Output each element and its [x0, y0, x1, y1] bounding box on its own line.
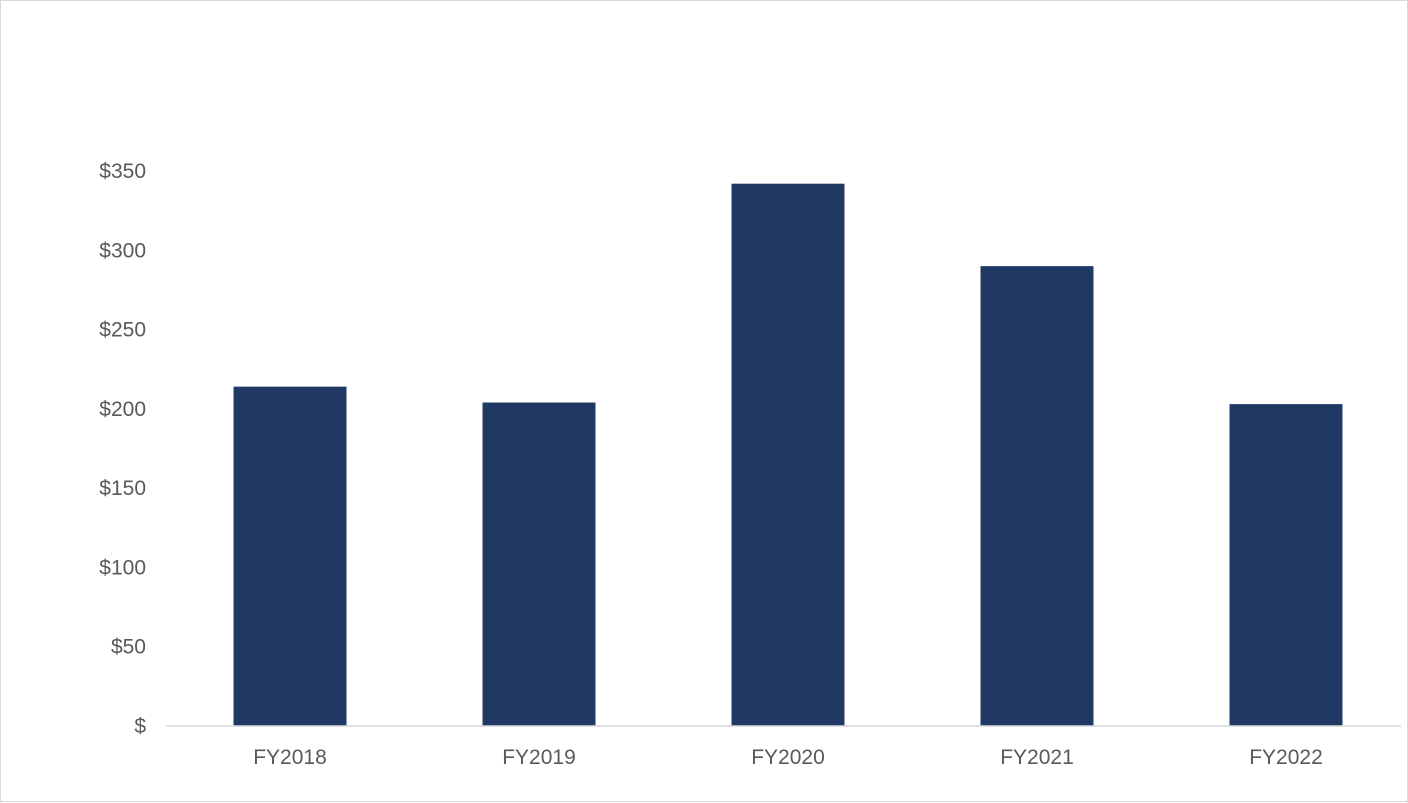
y-tick-label: $100	[99, 556, 146, 579]
x-tick-label: FY2018	[253, 746, 327, 769]
y-axis-labels: $ $50 $100 $150 $200 $250 $300 $350	[99, 160, 146, 738]
bar-fy2021	[980, 266, 1094, 726]
x-tick-label: FY2022	[1249, 746, 1323, 769]
x-axis-labels: FY2018 FY2019 FY2020 FY2021 FY2022	[253, 746, 1323, 769]
y-tick-label: $350	[99, 160, 146, 183]
bar-fy2018	[233, 386, 347, 726]
y-tick-label: $200	[99, 398, 146, 421]
bar-fy2019	[482, 402, 596, 726]
x-tick-label: FY2020	[751, 746, 825, 769]
bar-fy2022	[1229, 404, 1343, 726]
y-tick-label: $150	[99, 477, 146, 500]
y-tick-label: $	[134, 715, 146, 738]
y-tick-label: $50	[111, 636, 146, 659]
y-tick-label: $300	[99, 239, 146, 262]
x-tick-label: FY2019	[502, 746, 576, 769]
y-tick-label: $250	[99, 319, 146, 342]
bars	[233, 183, 1343, 726]
bar-fy2020	[731, 183, 845, 726]
x-tick-label: FY2021	[1000, 746, 1074, 769]
